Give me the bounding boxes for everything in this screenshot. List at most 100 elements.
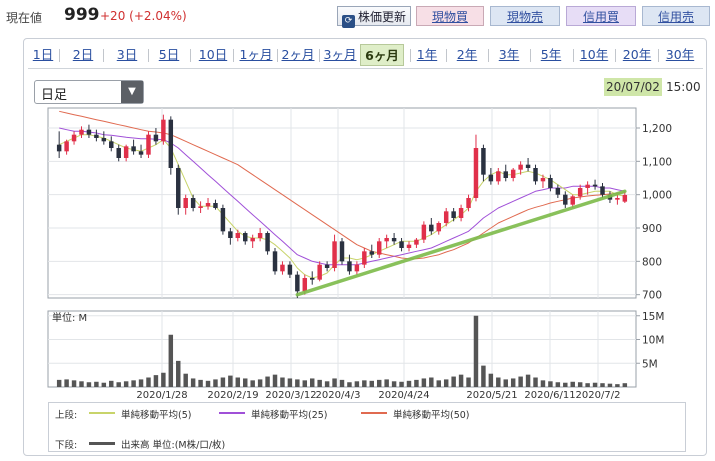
tab-separator bbox=[148, 49, 149, 62]
volume-bar bbox=[414, 379, 419, 387]
volume-bar bbox=[525, 374, 531, 387]
price-y-tick-label: 700 bbox=[642, 290, 662, 302]
candle-body bbox=[510, 169, 516, 178]
volume-bar bbox=[473, 315, 479, 387]
candle-body bbox=[183, 198, 188, 208]
legend-ma50-swatch bbox=[361, 412, 387, 414]
tab-10y[interactable]: 10年 bbox=[579, 47, 609, 62]
refresh-price-button[interactable]: ⟳ 株価更新 bbox=[337, 6, 411, 28]
volume-bar bbox=[302, 380, 308, 387]
volume-bar bbox=[235, 377, 241, 387]
tab-1d[interactable]: 1日 bbox=[32, 47, 54, 62]
volume-bar bbox=[443, 379, 449, 387]
tab-5y[interactable]: 5年 bbox=[540, 47, 562, 62]
candle-body bbox=[488, 174, 494, 182]
volume-bar bbox=[421, 378, 427, 387]
candle-body bbox=[384, 238, 389, 242]
candle-body bbox=[56, 144, 62, 152]
candle-body bbox=[339, 241, 345, 262]
tab-2m[interactable]: 2ヶ月 bbox=[281, 47, 315, 62]
candle-body bbox=[369, 251, 375, 255]
candle-body bbox=[79, 129, 84, 135]
tab-6m[interactable]: 6ヶ月 bbox=[360, 44, 404, 66]
volume-bar bbox=[518, 376, 523, 387]
candle-body bbox=[250, 238, 255, 242]
candle-body bbox=[436, 223, 441, 232]
volume-bar bbox=[466, 377, 471, 387]
volume-bar bbox=[592, 382, 598, 387]
volume-bar bbox=[71, 380, 77, 387]
volume-bar bbox=[265, 376, 270, 387]
price-y-tick-label: 800 bbox=[642, 256, 662, 268]
volume-bar bbox=[116, 382, 121, 387]
volume-y-tick-label: 5M bbox=[642, 358, 658, 370]
ma25-line bbox=[59, 127, 625, 266]
margin-buy-button[interactable]: 信用買 bbox=[566, 6, 636, 26]
tab-3m[interactable]: 3ヶ月 bbox=[323, 47, 357, 62]
x-tick-label: 2020/7/2 bbox=[576, 390, 621, 401]
volume-bar bbox=[280, 377, 285, 387]
volume-bar bbox=[86, 382, 92, 387]
candle-body bbox=[213, 203, 218, 208]
volume-bar bbox=[436, 380, 441, 387]
cash-sell-button[interactable]: 現物売 bbox=[490, 6, 560, 26]
volume-bar bbox=[339, 379, 345, 387]
x-tick-label: 2020/4/24 bbox=[378, 390, 429, 401]
candle-body bbox=[354, 264, 360, 272]
volume-bar bbox=[257, 379, 263, 387]
candle-body bbox=[265, 233, 270, 252]
tab-1y[interactable]: 1年 bbox=[416, 47, 438, 62]
candle-body bbox=[161, 119, 166, 142]
candle-body bbox=[176, 168, 181, 208]
volume-bar bbox=[295, 379, 300, 387]
chart-legend: 上段: 単純移動平均(5) 単純移動平均(25) 単純移動平均(50) 下段: … bbox=[48, 402, 686, 452]
volume-bar bbox=[272, 374, 278, 387]
tab-3d[interactable]: 3日 bbox=[116, 47, 138, 62]
legend-ma25: 単純移動平均(25) bbox=[251, 410, 328, 421]
candle-body bbox=[280, 264, 285, 272]
volume-bar bbox=[123, 381, 129, 387]
tab-2d[interactable]: 2日 bbox=[72, 47, 94, 62]
candle-body bbox=[376, 241, 382, 255]
candle-body bbox=[302, 278, 308, 292]
volume-bar bbox=[510, 378, 516, 387]
margin-sell-button[interactable]: 信用売 bbox=[642, 6, 710, 26]
cash-buy-button[interactable]: 現物買 bbox=[416, 6, 484, 26]
interval-select[interactable]: 日足 ▼ bbox=[34, 80, 144, 104]
volume-bar bbox=[362, 380, 367, 387]
candle-body bbox=[71, 134, 77, 142]
tab-divider bbox=[28, 68, 703, 69]
candle-body bbox=[131, 146, 136, 152]
tab-separator bbox=[530, 49, 531, 62]
last-update-date: 20/07/02 bbox=[604, 78, 662, 96]
tab-5d[interactable]: 5日 bbox=[158, 47, 180, 62]
volume-y-tick-label: 15M bbox=[642, 311, 664, 323]
candle-body bbox=[481, 148, 486, 175]
price-header: 現在値 999 +20 (+2.04%) ⟳ 株価更新 現物買 現物売 信用買 信… bbox=[0, 0, 715, 34]
candle-body bbox=[429, 224, 434, 232]
candle-body bbox=[414, 239, 419, 245]
volume-bar bbox=[250, 380, 255, 387]
volume-bar bbox=[540, 380, 546, 387]
tab-20y[interactable]: 20年 bbox=[622, 47, 652, 62]
candle-body bbox=[324, 264, 330, 268]
tab-2y[interactable]: 2年 bbox=[456, 47, 478, 62]
candle-body bbox=[295, 274, 300, 292]
tab-separator bbox=[59, 49, 60, 62]
tab-3y[interactable]: 3年 bbox=[498, 47, 520, 62]
tab-1m[interactable]: 1ヶ月 bbox=[239, 47, 273, 62]
candle-body bbox=[473, 148, 479, 198]
volume-bar bbox=[109, 380, 114, 387]
tab-10d[interactable]: 10日 bbox=[198, 47, 228, 62]
volume-bar bbox=[503, 379, 508, 387]
volume-bar bbox=[131, 380, 136, 387]
volume-bar bbox=[451, 376, 456, 387]
candle-body bbox=[421, 224, 427, 240]
legend-ma50: 単純移動平均(50) bbox=[393, 410, 470, 421]
tab-30y[interactable]: 30年 bbox=[665, 47, 695, 62]
candle-body bbox=[101, 138, 107, 142]
chevron-down-icon: ▼ bbox=[121, 81, 143, 103]
volume-bar bbox=[622, 383, 628, 387]
volume-plot-area bbox=[47, 310, 637, 388]
candle-body bbox=[138, 151, 144, 155]
